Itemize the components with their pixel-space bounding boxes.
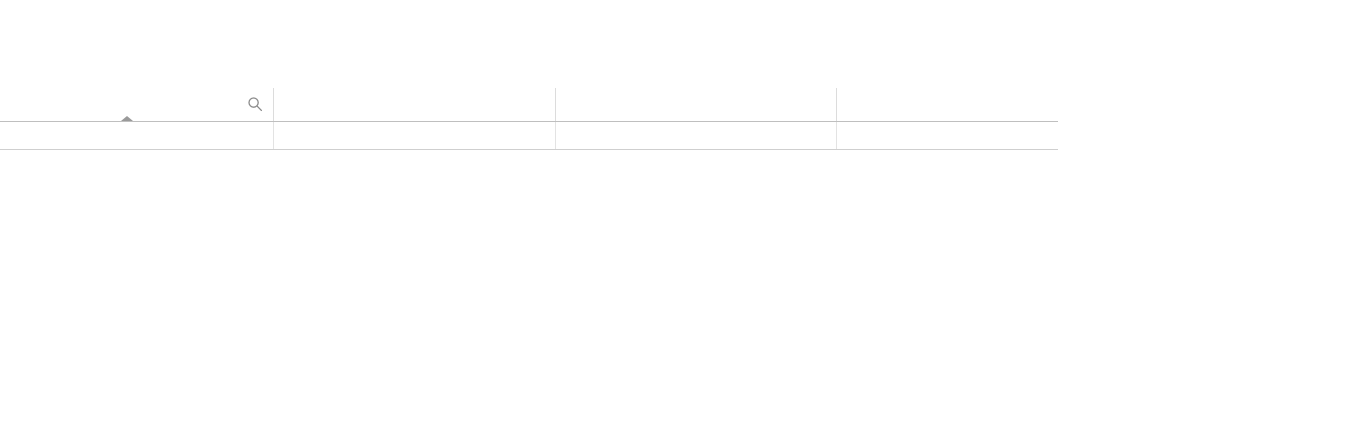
column-header-initial[interactable] (273, 88, 556, 122)
sort-ascending-icon (121, 115, 133, 120)
kpi-ape (1060, 100, 1351, 102)
totals-label (0, 121, 274, 150)
column-header-ape[interactable] (836, 88, 1058, 122)
search-icon[interactable] (247, 96, 263, 112)
totals-ape (836, 121, 1058, 150)
table-header (0, 88, 1058, 122)
data-table-container (0, 88, 1058, 150)
totals-initial (273, 121, 556, 150)
totals-baseline (555, 121, 837, 150)
table-body (0, 121, 1058, 150)
column-header-month-label[interactable] (0, 88, 274, 122)
filter-bar (0, 41, 1351, 77)
column-header-baseline[interactable] (555, 88, 837, 122)
table-header-row (0, 88, 1058, 122)
data-table (0, 88, 1058, 150)
table-totals-row (0, 121, 1058, 150)
